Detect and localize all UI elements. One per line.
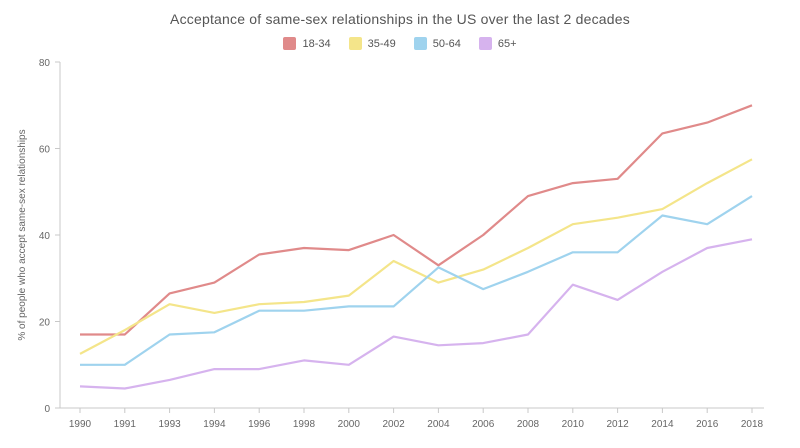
legend-swatch-3 [413, 37, 427, 50]
legend: 18-34 35-49 50-64 65+ [0, 37, 800, 50]
legend-label-4: 65+ [497, 37, 517, 50]
x-tick-label: 2008 [517, 419, 540, 430]
x-tick-label: 2000 [338, 419, 361, 430]
legend-item-3[interactable]: 50-64 [413, 37, 461, 50]
x-tick-label: 2010 [562, 419, 585, 430]
legend-swatch-4 [478, 37, 492, 50]
series-line-65+[interactable] [79, 238, 753, 390]
y-tick-label: 20 [39, 318, 51, 329]
x-tick-label: 2014 [651, 419, 674, 430]
legend-label-2: 35-49 [367, 37, 396, 50]
y-tick-label: 60 [39, 145, 51, 156]
legend-label-3: 50-64 [432, 37, 461, 50]
legend-item-4[interactable]: 65+ [478, 37, 517, 50]
y-tick-label: 0 [44, 404, 50, 415]
x-tick-label: 1998 [293, 419, 316, 430]
x-tick-label: 2006 [472, 419, 495, 430]
y-tick-label: 80 [39, 58, 51, 69]
x-tick-label: 1994 [203, 419, 226, 430]
x-tick-label: 2016 [696, 419, 719, 430]
x-tick-label: 2002 [382, 419, 405, 430]
x-tick-label: 2004 [427, 419, 450, 430]
legend-swatch-1 [283, 37, 297, 50]
x-tick-label: 1996 [248, 419, 271, 430]
legend-item-1[interactable]: 18-34 [283, 37, 331, 50]
x-tick-label: 2012 [606, 419, 629, 430]
series-line-18-34[interactable] [80, 104, 753, 336]
series-line-35-49[interactable] [79, 158, 753, 355]
x-tick-label: 1993 [158, 419, 181, 430]
series-line-50-64[interactable] [80, 195, 753, 366]
x-tick-label: 1990 [69, 419, 92, 430]
chart-title: Acceptance of same-sex relationships in … [170, 11, 630, 27]
legend-label-1: 18-34 [302, 37, 331, 50]
legend-item-2[interactable]: 35-49 [348, 37, 396, 50]
x-tick-label: 2018 [741, 419, 764, 430]
y-tick-label: 40 [39, 231, 51, 242]
x-tick-label: 1991 [114, 419, 137, 430]
legend-swatch-2 [348, 37, 362, 50]
y-axis-label: % of people who accept same-sex relation… [17, 129, 28, 340]
